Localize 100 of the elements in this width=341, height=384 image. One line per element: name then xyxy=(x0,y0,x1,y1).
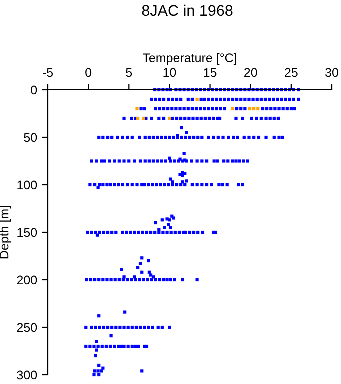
point xyxy=(88,344,92,348)
point xyxy=(257,136,261,140)
point xyxy=(106,326,110,330)
point xyxy=(121,183,124,187)
point xyxy=(272,116,276,120)
point xyxy=(166,230,169,234)
point xyxy=(137,344,140,348)
point xyxy=(144,136,147,140)
point xyxy=(140,270,144,274)
point xyxy=(196,98,199,102)
x-tick-label: 5 xyxy=(126,68,132,78)
point xyxy=(114,326,118,330)
point xyxy=(156,160,160,163)
point xyxy=(181,278,184,282)
point xyxy=(147,183,150,187)
point xyxy=(284,98,288,102)
point xyxy=(242,160,246,163)
point xyxy=(168,218,172,222)
point xyxy=(168,326,172,330)
point xyxy=(98,183,102,187)
point xyxy=(205,160,209,163)
y-axis-title: Depth [m] xyxy=(0,206,12,259)
point xyxy=(130,136,134,140)
point xyxy=(90,326,94,330)
point xyxy=(222,160,226,163)
point xyxy=(102,230,106,234)
point xyxy=(134,326,138,330)
point xyxy=(140,370,144,373)
point xyxy=(190,183,194,187)
point xyxy=(188,116,191,120)
point xyxy=(248,136,251,140)
point xyxy=(154,230,157,234)
y-tick-label: 250 xyxy=(17,323,38,332)
point xyxy=(180,183,183,187)
point xyxy=(140,107,143,111)
point xyxy=(167,98,170,102)
point xyxy=(222,136,225,140)
point xyxy=(184,230,188,234)
point xyxy=(272,136,276,140)
point xyxy=(142,278,146,282)
point xyxy=(200,98,203,102)
point xyxy=(126,136,130,140)
x-tick-label: 25 xyxy=(285,68,298,78)
point xyxy=(122,344,126,348)
point xyxy=(102,326,106,330)
point xyxy=(170,107,174,111)
point xyxy=(238,160,242,163)
point xyxy=(94,183,97,187)
point xyxy=(103,160,106,163)
point xyxy=(207,107,210,111)
point xyxy=(136,116,140,120)
y-tick-label: 150 xyxy=(18,228,38,238)
point xyxy=(160,218,164,222)
point xyxy=(188,230,192,234)
point xyxy=(147,326,150,330)
point xyxy=(290,107,293,111)
point xyxy=(140,256,144,260)
point xyxy=(192,136,196,140)
point xyxy=(181,180,184,184)
point xyxy=(94,230,98,234)
point xyxy=(264,136,268,140)
point xyxy=(184,183,187,187)
point xyxy=(198,107,202,111)
point xyxy=(162,107,166,111)
point xyxy=(154,278,158,282)
point xyxy=(185,180,188,183)
point xyxy=(158,278,162,282)
point xyxy=(293,107,296,111)
x-tick-label: 10 xyxy=(164,68,176,78)
point xyxy=(175,183,179,187)
point xyxy=(171,116,175,120)
x-tick-label: 0 xyxy=(86,68,92,78)
point xyxy=(288,98,292,102)
point xyxy=(94,278,97,282)
point xyxy=(141,230,144,234)
point xyxy=(160,326,164,330)
point xyxy=(204,116,207,120)
point xyxy=(114,230,118,234)
point xyxy=(205,183,209,187)
point xyxy=(145,230,149,234)
point xyxy=(130,183,134,187)
point xyxy=(256,98,259,102)
point xyxy=(212,136,216,140)
point xyxy=(211,107,214,111)
point xyxy=(168,116,172,120)
point xyxy=(124,310,127,314)
point xyxy=(158,116,161,120)
point xyxy=(117,183,120,187)
point xyxy=(168,278,172,282)
point xyxy=(152,136,156,140)
point xyxy=(226,160,230,163)
point xyxy=(218,116,222,120)
point xyxy=(282,107,285,111)
point xyxy=(190,98,194,102)
point xyxy=(106,230,110,234)
point xyxy=(156,136,160,140)
point xyxy=(159,183,162,187)
point xyxy=(150,278,154,282)
point xyxy=(276,116,280,120)
point xyxy=(196,136,200,140)
